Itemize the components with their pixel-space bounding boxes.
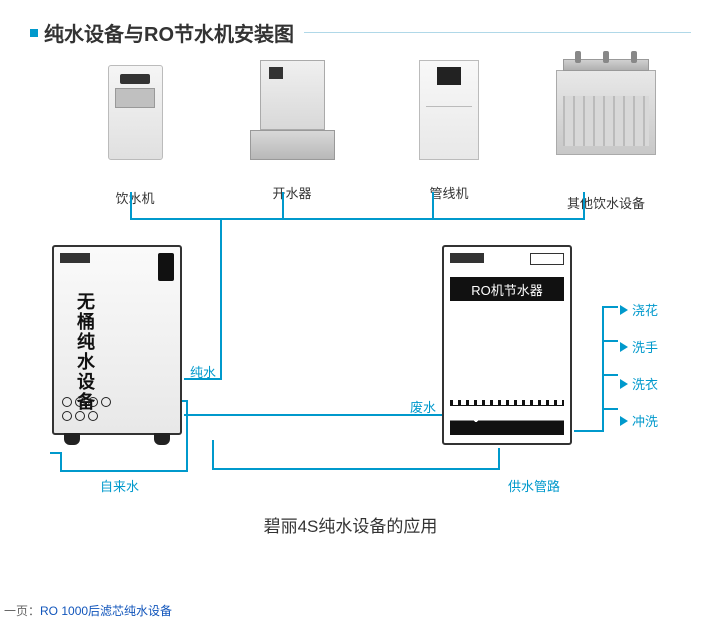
pure-water-equipment: 无桶纯水设备 — [52, 245, 182, 435]
pipe-line — [186, 400, 188, 472]
footer-prefix: 一页： — [4, 604, 40, 618]
device-label: 其他饮水设备 — [541, 193, 671, 212]
rings-icon — [62, 397, 111, 421]
pipe-line — [184, 378, 222, 380]
label-supply-pipe: 供水管路 — [508, 476, 560, 495]
outlet-item: 洗手 — [620, 337, 658, 356]
device-label: 管线机 — [384, 183, 514, 202]
footer-link-text: RO 1000后滤芯纯水设备 — [40, 604, 172, 618]
device-dispenser: 饮水机 — [70, 55, 200, 212]
outlet-item: 洗衣 — [620, 374, 658, 393]
device-boiler: 开水器 — [227, 55, 357, 212]
pipe-line — [220, 218, 222, 380]
equipment-vertical-label: 无桶纯水设备 — [72, 292, 98, 412]
control-panel-icon — [158, 253, 174, 281]
water-wave-icon — [450, 405, 564, 435]
pipe-line — [602, 306, 604, 432]
pipe-line — [282, 192, 284, 220]
pipe-line — [130, 218, 585, 220]
pipe-line — [574, 430, 604, 432]
pipe-line — [212, 440, 214, 470]
caster-icon — [154, 433, 170, 445]
boiler-icon — [242, 60, 342, 175]
brand-badge-icon — [450, 253, 484, 263]
outlet-item: 浇花 — [620, 300, 658, 319]
outlet-list: 浇花 洗手 洗衣 冲洗 — [620, 300, 658, 430]
pipe-line — [602, 306, 618, 308]
pipe-line — [602, 374, 618, 376]
ro-name-label: RO机节水器 — [450, 277, 564, 301]
device-row: 饮水机 开水器 管线机 其他饮水设备 — [70, 55, 671, 212]
pipe-line — [212, 468, 500, 470]
pipe-line — [184, 414, 442, 416]
pipe-line — [50, 452, 62, 454]
label-tap-water: 自来水 — [100, 476, 139, 495]
title-bar: 纯水设备与RO节水机安装图 — [30, 18, 691, 47]
device-pipeline: 管线机 — [384, 55, 514, 212]
pipe-line — [602, 408, 618, 410]
title-line — [304, 32, 691, 33]
pipe-line — [130, 192, 132, 220]
device-other: 其他饮水设备 — [541, 55, 671, 212]
device-label: 饮水机 — [70, 188, 200, 207]
pipe-line — [60, 470, 186, 472]
pipeline-icon — [399, 60, 499, 175]
title-text: 纯水设备与RO节水机安装图 — [44, 18, 294, 47]
dispenser-icon — [85, 65, 185, 180]
footer-link[interactable]: 一页：RO 1000后滤芯纯水设备 — [4, 602, 172, 619]
caption: 碧丽4S纯水设备的应用 — [0, 512, 701, 537]
pipe-line — [583, 192, 585, 220]
title-dot-icon — [30, 29, 38, 37]
device-label: 开水器 — [227, 183, 357, 202]
display-icon — [530, 253, 564, 265]
outlet-item: 冲洗 — [620, 411, 658, 430]
pipe-line — [182, 400, 188, 402]
pipe-line — [432, 192, 434, 220]
pipe-line — [498, 448, 500, 470]
other-device-icon — [556, 70, 656, 185]
pipe-line — [60, 452, 62, 472]
pipe-line — [602, 340, 618, 342]
ro-water-saver: RO机节水器 — [442, 245, 572, 445]
caster-icon — [64, 433, 80, 445]
brand-badge-icon — [60, 253, 90, 263]
